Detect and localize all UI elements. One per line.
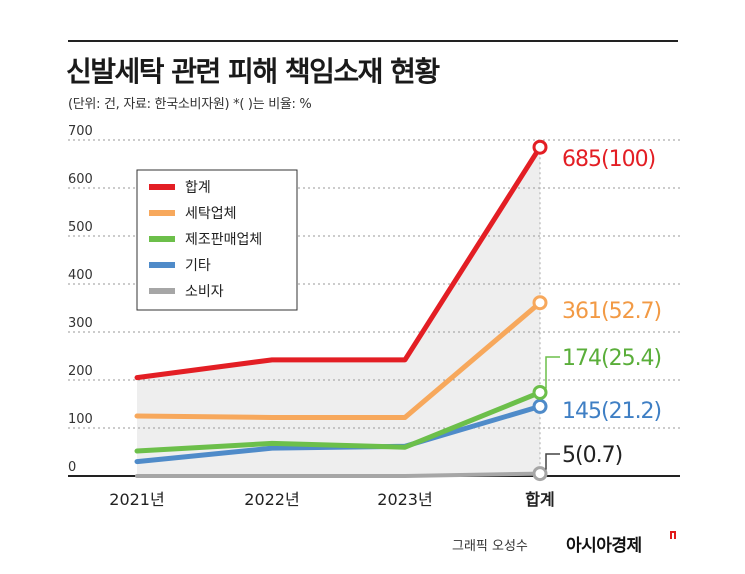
series-end-marker xyxy=(532,466,548,482)
x-tick-label: 2021년 xyxy=(109,490,164,509)
series-line xyxy=(134,144,543,381)
label-leader-line xyxy=(545,453,560,470)
brand-logo: 아시아경제 xyxy=(566,536,642,556)
series-end-marker xyxy=(532,398,548,414)
chart-subtitle: (단위: 건, 자료: 한국소비자원) *( )는 비율: % xyxy=(68,97,312,112)
series-end-marker xyxy=(532,139,548,155)
y-tick-label: 700 xyxy=(68,124,93,139)
total-area-fill xyxy=(137,147,540,476)
end-value-label: 5(0.7) xyxy=(562,443,622,468)
series-end-marker xyxy=(532,384,548,400)
end-value-label: 174(25.4) xyxy=(562,346,661,371)
y-tick-label: 500 xyxy=(68,220,93,235)
series-line xyxy=(134,389,543,454)
end-value-label: 145(21.2) xyxy=(562,399,661,424)
y-tick-label: 400 xyxy=(68,268,93,283)
label-leader-line xyxy=(545,356,560,389)
y-tick-label: 300 xyxy=(68,316,93,331)
y-tick-label: 200 xyxy=(68,364,93,379)
legend-label: 기타 xyxy=(185,258,211,274)
chart-title: 신발세탁 관련 피해 책임소재 현황 xyxy=(66,55,440,88)
brand-mark-icon xyxy=(670,531,676,539)
end-value-label: 685(100) xyxy=(562,147,655,172)
title-rule xyxy=(68,40,678,42)
legend-label: 소비자 xyxy=(185,284,224,300)
series-line xyxy=(134,300,543,420)
y-tick-label: 600 xyxy=(68,172,93,187)
series-end-marker xyxy=(532,295,548,311)
legend-box xyxy=(136,169,298,311)
graphic-credit: 그래픽 오성수 xyxy=(452,539,528,554)
legend-label: 세탁업체 xyxy=(185,206,237,222)
x-tick-label: 2022년 xyxy=(244,490,299,509)
end-value-label: 361(52.7) xyxy=(562,299,661,324)
legend-label: 제조판매업체 xyxy=(185,232,262,248)
y-tick-label: 0 xyxy=(68,460,76,475)
y-tick-label: 100 xyxy=(68,412,93,427)
series-line xyxy=(135,471,542,478)
legend-label: 합계 xyxy=(185,180,211,196)
x-tick-label: 2023년 xyxy=(377,490,432,509)
x-tick-label: 합계 xyxy=(525,490,554,509)
